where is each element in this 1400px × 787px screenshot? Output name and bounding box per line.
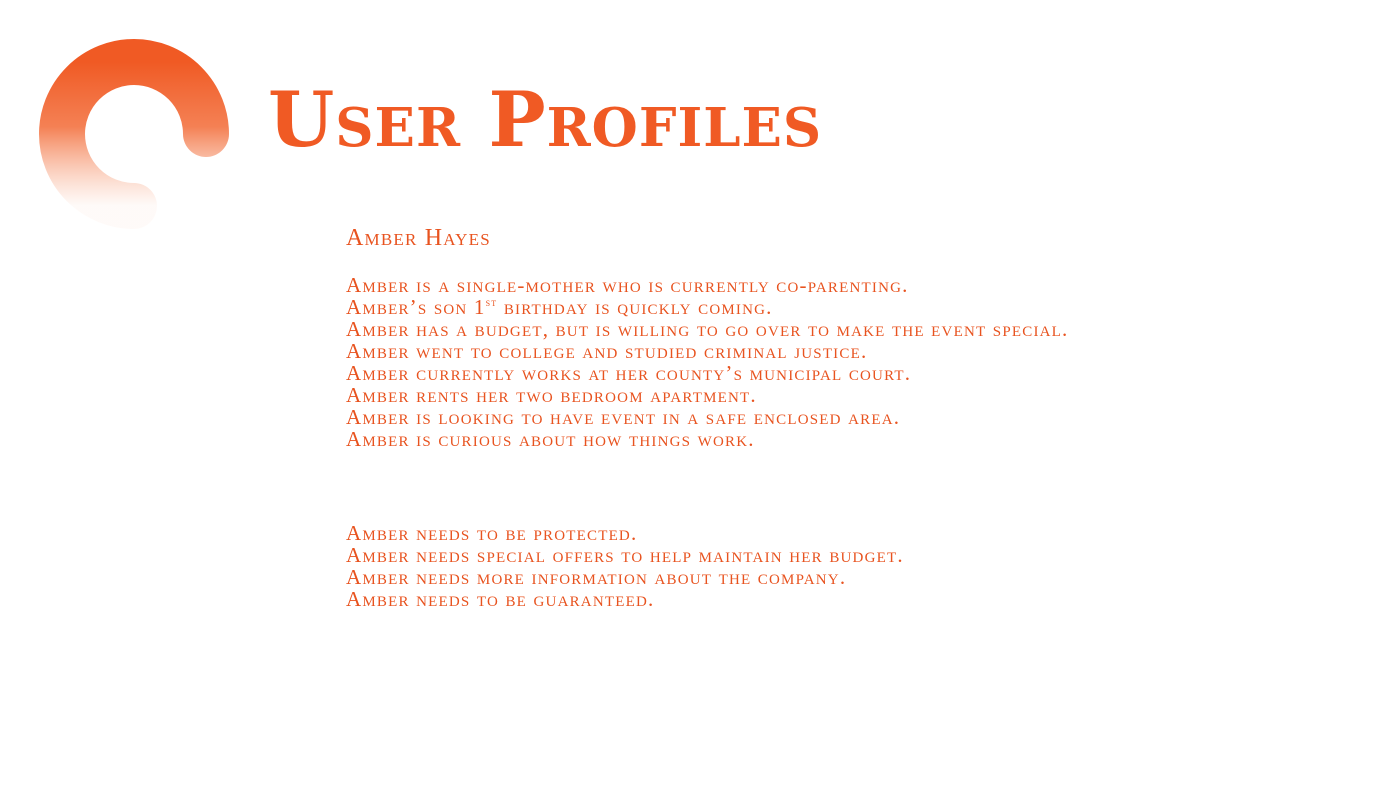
persona-name: Amber Hayes [346,225,491,251]
trait-item: Amber has a budget, but is willing to go… [346,317,1069,341]
trait-item: Amber went to college and studied crimin… [346,339,868,363]
orange-ring-logo-icon [39,39,229,229]
persona-section: Amber Hayes Amber is a single-mother who… [346,222,1346,610]
trait-item: Amber is curious about how things work. [346,427,755,451]
trait-text: Amber’s son 1 [346,295,486,319]
need-item: Amber needs to be protected. [346,521,638,545]
persona-needs-list: Amber needs to be protected. Amber needs… [346,522,1346,610]
trait-item: Amber currently works at her county’s mu… [346,361,912,385]
trait-item: Amber’s son 1st birthday is quickly comi… [346,296,1346,318]
need-item: Amber needs more information about the c… [346,565,847,589]
trait-item: Amber rents her two bedroom apartment. [346,383,757,407]
ordinal-suffix: st [485,297,498,309]
need-item: Amber needs to be guaranteed. [346,587,655,611]
page-title: User Profiles [268,75,823,164]
persona-traits-list: Amber is a single-mother who is currentl… [346,274,1346,450]
trait-item: Amber is looking to have event in a safe… [346,405,901,429]
trait-item: Amber is a single-mother who is currentl… [346,273,909,297]
trait-text: birthday is quickly coming. [497,295,773,319]
need-item: Amber needs special offers to help maint… [346,543,904,567]
